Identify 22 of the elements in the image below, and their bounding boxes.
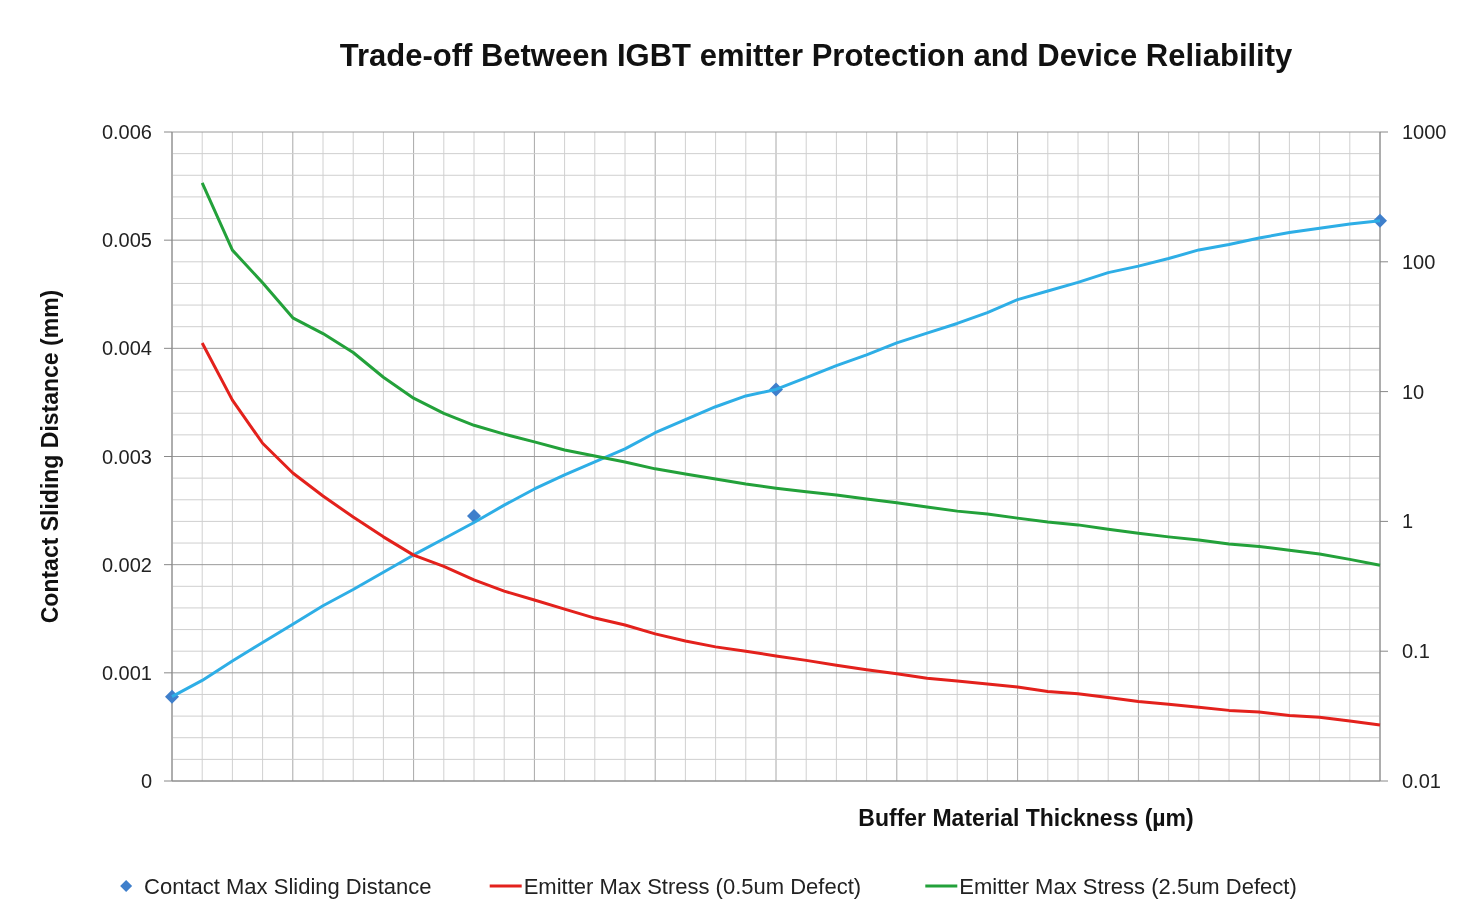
y2-tick-label: 10 xyxy=(1402,380,1425,403)
legend-label: Contact Max Sliding Distance xyxy=(144,873,432,899)
y-axis-title: Contact Sliding Distance (mm) xyxy=(37,289,63,624)
y-tick-label: 0.005 xyxy=(101,229,152,252)
y2-tick-label: 1 xyxy=(1402,510,1414,533)
chart-title: Trade-off Between IGBT emitter Protection and Device Reliability xyxy=(339,38,1294,73)
y2-tick-label: 0.01 xyxy=(1402,770,1441,792)
legend-label: Emitter Max Stress (0.5um Defect) xyxy=(523,873,862,899)
y-tick-label: 0.002 xyxy=(101,553,152,576)
y2-tick-label: 100 xyxy=(1402,250,1436,273)
line-series xyxy=(200,341,1382,727)
y2-tick-label: 1000 xyxy=(1402,121,1447,143)
y-tick-label: 0.001 xyxy=(101,661,152,684)
x-axis-title: Buffer Material Thickness (µm) xyxy=(858,805,1194,831)
line-series xyxy=(200,181,1382,567)
y-tick-label: 0.003 xyxy=(101,445,152,468)
y-tick-label: 0.006 xyxy=(101,121,152,143)
y-tick-label: 0 xyxy=(140,770,152,792)
point xyxy=(467,508,481,523)
y-tick-label: 0.004 xyxy=(101,337,152,360)
y2-tick-label: 0.1 xyxy=(1402,640,1430,663)
legend-label: Emitter Max Stress (2.5um Defect) xyxy=(959,873,1297,899)
